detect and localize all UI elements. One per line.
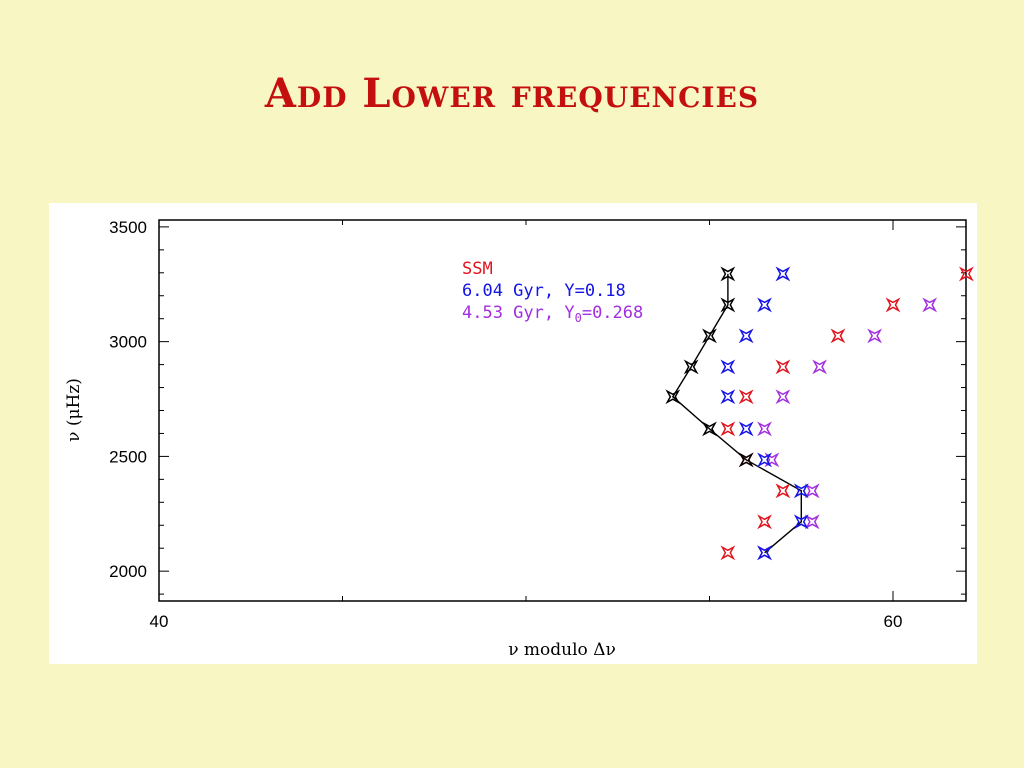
star-marker-red xyxy=(775,359,791,375)
data-markers xyxy=(665,266,974,561)
star-marker-blue xyxy=(793,483,809,499)
tick-labels: 4060801001201402000250030003500 xyxy=(109,218,903,631)
chart-panel: 4060801001201402000250030003500 ν modulo… xyxy=(49,203,977,664)
axis-ticks xyxy=(159,220,966,601)
legend-model-4gyr-tail: =0.268 xyxy=(582,303,643,323)
star-marker-purple xyxy=(922,297,938,313)
star-marker-red xyxy=(775,483,791,499)
star-marker-purple xyxy=(812,359,828,375)
legend-model-4gyr: 4.53 Gyr, Y0=0.268 xyxy=(462,303,643,325)
x-axis-title: ν modulo Δν xyxy=(508,640,616,660)
star-marker-black xyxy=(720,297,736,313)
y-axis-title: ν (μHz) xyxy=(64,378,84,442)
star-marker-black xyxy=(665,389,681,405)
y-tick-label: 2000 xyxy=(109,562,147,581)
star-marker-red xyxy=(720,421,736,437)
star-marker-blue xyxy=(738,421,754,437)
star-marker-purple xyxy=(775,389,791,405)
legend-model-6gyr: 6.04 Gyr, Y=0.18 xyxy=(462,281,626,301)
star-marker-red xyxy=(738,389,754,405)
legend-model-4gyr-sub: 0 xyxy=(575,311,582,325)
star-marker-blue xyxy=(757,297,772,313)
x-tick-label: 60 xyxy=(884,612,903,631)
plot-frame xyxy=(158,219,967,602)
y-tick-label: 2500 xyxy=(109,447,147,466)
star-marker-purple xyxy=(867,328,883,344)
legend-model-4gyr-main: 4.53 Gyr, Y xyxy=(462,303,575,323)
star-marker-black xyxy=(683,359,699,375)
slide-title: Add Lower frequencies xyxy=(264,70,760,117)
star-marker-blue xyxy=(757,545,772,561)
star-marker-red xyxy=(958,266,974,282)
star-marker-black xyxy=(702,421,717,437)
star-marker-black xyxy=(738,452,754,468)
star-marker-red xyxy=(757,514,772,530)
y-tick-label: 3500 xyxy=(109,218,147,237)
series-lines xyxy=(671,273,802,554)
star-marker-purple xyxy=(757,421,772,437)
x-tick-label: 40 xyxy=(150,612,169,631)
star-marker-red xyxy=(885,297,901,313)
star-marker-black xyxy=(702,328,717,344)
star-marker-blue xyxy=(775,266,791,282)
star-marker-blue xyxy=(793,514,809,530)
y-tick-label: 3000 xyxy=(109,333,147,352)
chart-svg: 4060801001201402000250030003500 ν modulo… xyxy=(64,218,974,660)
star-marker-blue xyxy=(738,328,754,344)
star-marker-red xyxy=(830,328,846,344)
star-marker-purple xyxy=(804,514,820,530)
legend-ssm: SSM xyxy=(462,259,493,279)
star-marker-blue xyxy=(757,452,772,468)
star-marker-blue xyxy=(720,389,736,405)
legend: SSM 6.04 Gyr, Y=0.18 4.53 Gyr, Y0=0.268 xyxy=(462,259,643,325)
star-marker-purple xyxy=(804,483,820,499)
series-line-l=2 xyxy=(671,273,802,554)
star-marker-blue xyxy=(720,359,736,375)
star-marker-red xyxy=(720,545,736,561)
star-marker-black xyxy=(720,266,736,282)
